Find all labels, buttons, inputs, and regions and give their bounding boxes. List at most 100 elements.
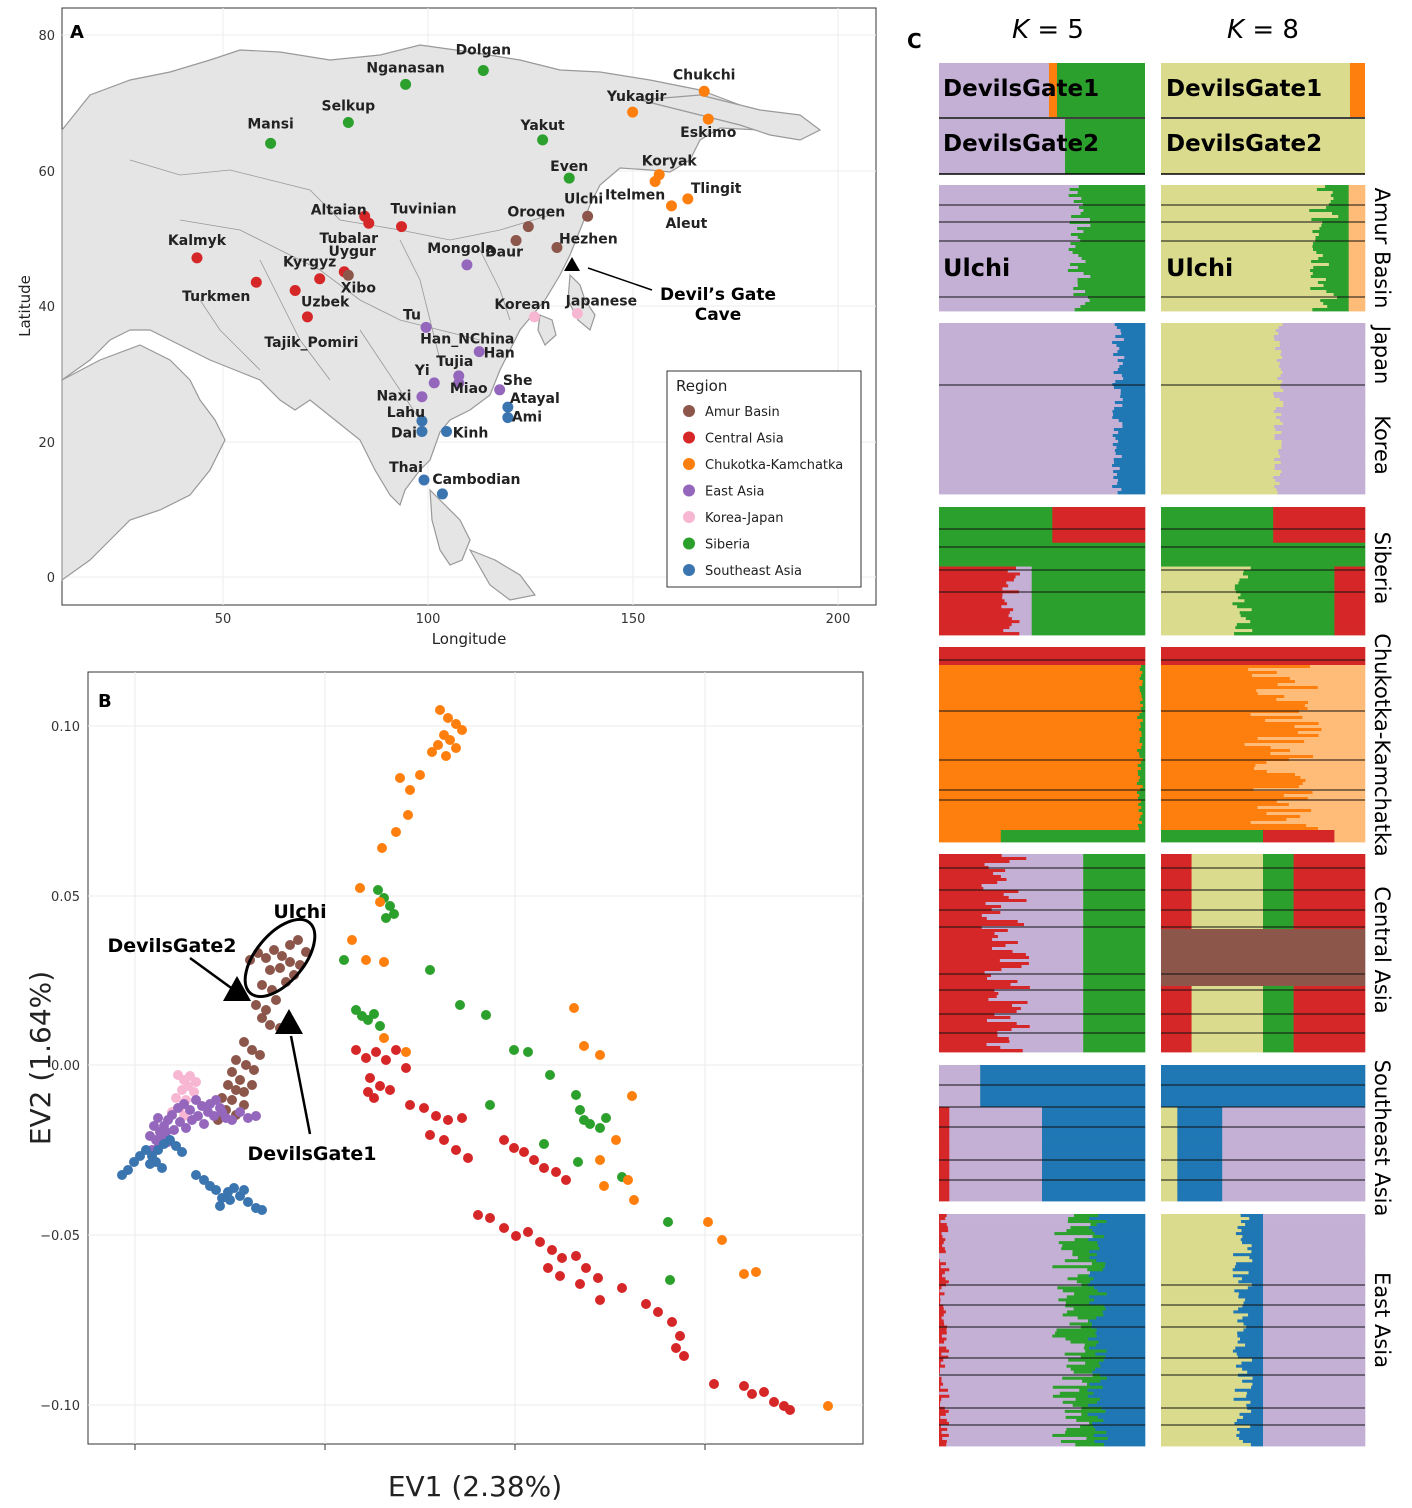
pca-point: [455, 1000, 465, 1010]
admixture-segment: [939, 1046, 1001, 1049]
admixture-segment: [1294, 890, 1366, 893]
admixture-segment: [939, 461, 1114, 464]
admixture-segment: [1161, 821, 1251, 824]
admixture-segment: [939, 1250, 946, 1253]
admixture-segment: [1238, 1280, 1263, 1283]
admixture-segment: [939, 593, 1003, 596]
admixture-segment: [939, 962, 1029, 965]
admixture-segment: [1042, 1174, 1145, 1177]
pca-point: [425, 965, 435, 975]
pca-point: [199, 1119, 209, 1129]
admixture-segment: [1122, 404, 1145, 407]
admixture-segment: [1143, 680, 1146, 683]
admixture-segment: [939, 596, 1003, 599]
admixture-segment: [1137, 791, 1145, 794]
admixture-segment: [1161, 581, 1239, 584]
admixture-segment: [939, 752, 1139, 755]
pca-point: [739, 1269, 749, 1279]
admixture-segment: [1263, 902, 1294, 905]
admixture-segment: [1234, 1289, 1263, 1292]
admixture-segment: [1055, 1332, 1096, 1335]
pca-point: [445, 735, 455, 745]
admixture-segment: [1161, 1277, 1242, 1280]
pca-point: [575, 1279, 585, 1289]
admixture-segment: [1065, 1431, 1106, 1434]
pca-point: [595, 1123, 605, 1133]
map-label-yakut: Yakut: [519, 118, 565, 134]
pca-point: [375, 897, 385, 907]
admixture-segment: [939, 1286, 942, 1289]
admixture-segment: [1294, 1034, 1366, 1037]
admixture-segment: [1114, 428, 1145, 431]
admixture-segment: [1263, 875, 1294, 878]
admixture-segment: [939, 620, 1020, 623]
admixture-segment: [1103, 1268, 1146, 1271]
admixture-segment: [1192, 998, 1264, 1001]
admixture-segment: [1161, 1043, 1192, 1046]
map-label-kinh: Kinh: [453, 425, 489, 441]
admixture-segment: [1115, 437, 1145, 440]
admixture-segment: [1222, 1135, 1365, 1138]
admixture-segment: [939, 1040, 1010, 1043]
admixture-segment: [1192, 890, 1264, 893]
admixture-segment: [939, 558, 1145, 561]
admixture-segment: [1263, 917, 1294, 920]
admixture-segment: [939, 437, 1116, 440]
admixture-segment: [1161, 305, 1328, 308]
admixture-segment: [939, 1398, 942, 1401]
map-label-han: Han: [484, 346, 515, 362]
admixture-segment: [939, 368, 1118, 371]
admixture-segment: [946, 1262, 1092, 1265]
admixture-segment: [939, 227, 1077, 230]
pca-point: [457, 1113, 467, 1123]
admixture-segment: [939, 767, 1141, 770]
admixture-segment: [1349, 206, 1366, 209]
admixture-segment: [940, 1386, 1053, 1389]
admixture-segment: [1161, 1131, 1178, 1134]
map-point-aleut: [666, 200, 677, 211]
group-label-amur-basin: Amur Basin: [1370, 188, 1394, 309]
admixture-segment: [939, 647, 1145, 650]
map-label-atayal: Atayal: [510, 391, 560, 407]
admixture-segment: [949, 1122, 1042, 1125]
admixture-segment: [1294, 884, 1366, 887]
admixture-segment: [1251, 713, 1366, 716]
admixture-segment: [1112, 485, 1145, 488]
admixture-segment: [1137, 716, 1145, 719]
admixture-segment: [1263, 1244, 1365, 1247]
map-label-kalmyk: Kalmyk: [168, 233, 227, 249]
admixture-segment: [1263, 1359, 1365, 1362]
admixture-segment: [939, 1022, 1017, 1025]
admixture-segment: [1192, 1028, 1264, 1031]
admixture-segment: [1009, 614, 1032, 617]
admixture-segment: [1115, 323, 1146, 326]
admixture-segment: [1161, 1392, 1247, 1395]
admixture-segment: [1161, 455, 1280, 458]
admixture-segment: [1222, 1113, 1365, 1116]
admixture-segment: [1241, 1229, 1263, 1232]
pca-point: [369, 1009, 379, 1019]
legend-swatch: [683, 538, 695, 550]
admixture-segment: [939, 1016, 1011, 1019]
map-label-oroqen: Oroqen: [507, 205, 565, 221]
admixture-segment: [1349, 302, 1366, 305]
map-point-itelmen: [650, 176, 661, 187]
map-point-cambodian: [437, 488, 448, 499]
admixture-segment: [1119, 365, 1145, 368]
admixture-segment: [1320, 299, 1349, 302]
admixture-segment: [939, 1074, 981, 1077]
admixture-segment: [1263, 1322, 1365, 1325]
admixture-segment: [939, 1007, 1021, 1010]
admixture-segment: [939, 299, 1090, 302]
admixture-segment: [1161, 510, 1274, 513]
admixture-segment: [1161, 962, 1365, 965]
admixture-segment: [1161, 986, 1192, 989]
admixture-segment: [949, 1138, 1042, 1141]
admixture-segment: [939, 794, 1139, 797]
pca-point: [375, 1081, 385, 1091]
admixture-segment: [939, 995, 997, 998]
admixture-segment: [939, 1256, 1078, 1259]
admixture-segment: [1295, 725, 1366, 728]
admixture-segment: [1140, 722, 1145, 725]
admixture-segment: [1118, 431, 1145, 434]
